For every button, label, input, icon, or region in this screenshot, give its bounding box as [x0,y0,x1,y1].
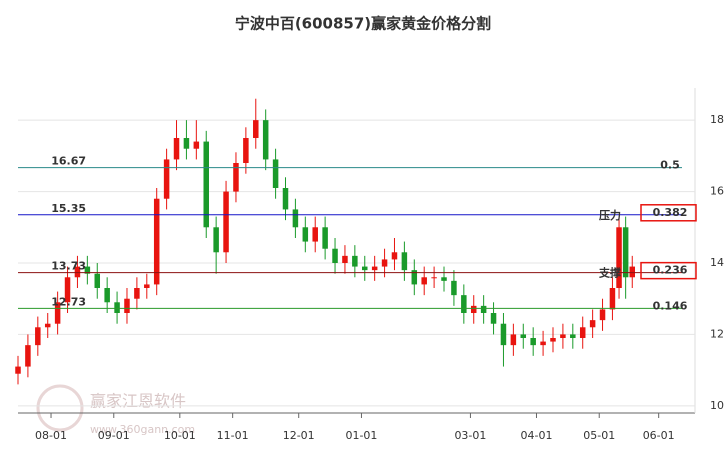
candle-body [381,259,388,267]
candle-body [421,277,427,285]
candle-body [44,323,51,328]
candle-body [124,298,130,313]
x-tick-label: 03-01 [454,429,486,442]
x-tick-label: 10-01 [164,429,196,442]
level-price: 13.73 [51,260,86,273]
level-box [640,261,697,280]
candle-body [411,270,418,285]
candle-body [352,255,358,267]
candle-body [302,227,309,242]
candle-body [629,266,636,278]
candle-body [530,338,536,346]
level-note: 压力 [599,208,621,222]
candle-body [362,266,368,271]
candle-body [550,338,556,342]
candle-body [570,334,576,338]
y-tick-label: 16 [710,185,724,198]
candle-body [609,288,616,310]
x-tick-label: 05-01 [583,429,615,442]
level-price: 15.35 [51,202,86,215]
candle-body [203,141,209,228]
watermark-logo [36,384,84,432]
candle-body [490,313,497,324]
x-tick-label: 08-01 [35,429,67,442]
y-tick-label: 14 [710,256,724,269]
candle-body [401,252,408,271]
x-tick-label: 11-01 [217,429,249,442]
candle-body [560,334,566,338]
candle-body [54,302,61,324]
level-box [640,204,697,222]
candle-body [599,309,606,321]
level-ratio: 0.382 [653,206,688,219]
candle-body [223,191,229,253]
candle-body [243,138,249,163]
y-tick-label: 18 [710,113,724,126]
level-price: 16.67 [51,155,86,168]
x-tick-label: 06-01 [643,429,675,442]
candle-body [292,209,299,228]
watermark: 赢家江恩软件 [90,392,186,411]
candle-body [371,266,378,271]
candle-body [461,295,467,313]
candle-body [213,227,219,253]
candle-body [64,277,71,303]
candle-body [114,302,120,313]
x-tick-label: 09-01 [98,429,130,442]
candle-body [104,288,110,303]
candle-body [94,273,101,288]
level-note: 支撑 [598,266,621,280]
candle-body [520,334,527,338]
candle-body [193,141,200,149]
candle-body [470,305,477,313]
candle-body [579,327,586,338]
y-tick-label: 10 [710,399,724,412]
candle-body [262,120,269,160]
candle-body [622,227,629,278]
candle-body [253,120,259,138]
candle-body [510,334,517,346]
candle-body [173,138,180,160]
candle-body [134,288,140,299]
watermark-url: www.360gann.com [90,423,195,436]
level-ratio: 0.146 [653,299,688,312]
candle-body [332,248,338,263]
candle-body [282,188,289,210]
candle-body [500,323,507,346]
candle-body [74,266,81,278]
candle-body [183,138,190,149]
candle-body [342,255,348,263]
candle-body [312,227,318,242]
candle-body [233,163,239,192]
candle-body [616,227,622,288]
candle-body [589,320,596,328]
candle-body [431,277,437,279]
level-price: 12.73 [51,295,86,308]
candle-body [391,252,398,260]
candle-body [35,327,41,346]
x-tick-label: 12-01 [283,429,315,442]
x-tick-label: 01-01 [345,429,377,442]
candle-body [153,198,160,285]
candle-body [15,366,21,374]
candle-body [144,284,150,288]
candle-body [272,159,279,188]
candle-body [322,227,328,249]
candle-body [163,159,170,199]
y-tick-label: 12 [710,327,724,340]
level-ratio: 0.236 [653,264,688,277]
candle-body [84,266,91,274]
candle-body [441,277,447,281]
candle-body [25,345,31,367]
candle-body [480,305,487,313]
candle-body [451,280,457,296]
candle-body [540,341,546,346]
x-tick-label: 04-01 [520,429,552,442]
level-ratio: 0.5 [660,159,680,172]
chart-title: 宁波中百(600857)赢家黄金价格分割 [235,15,491,33]
